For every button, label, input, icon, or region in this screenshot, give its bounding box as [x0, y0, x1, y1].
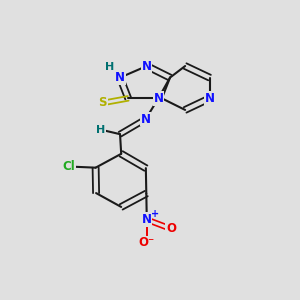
Text: N: N — [153, 92, 164, 105]
Text: H: H — [96, 124, 105, 135]
Text: N: N — [142, 59, 152, 73]
Text: +: + — [151, 209, 159, 219]
Text: N: N — [141, 113, 151, 126]
Text: O⁻: O⁻ — [139, 236, 155, 249]
Text: Cl: Cl — [62, 160, 75, 173]
Text: S: S — [98, 97, 107, 110]
Text: N: N — [115, 71, 125, 84]
Text: O: O — [166, 222, 176, 236]
Text: N: N — [205, 92, 214, 105]
Text: H: H — [105, 62, 114, 72]
Text: N: N — [142, 213, 152, 226]
